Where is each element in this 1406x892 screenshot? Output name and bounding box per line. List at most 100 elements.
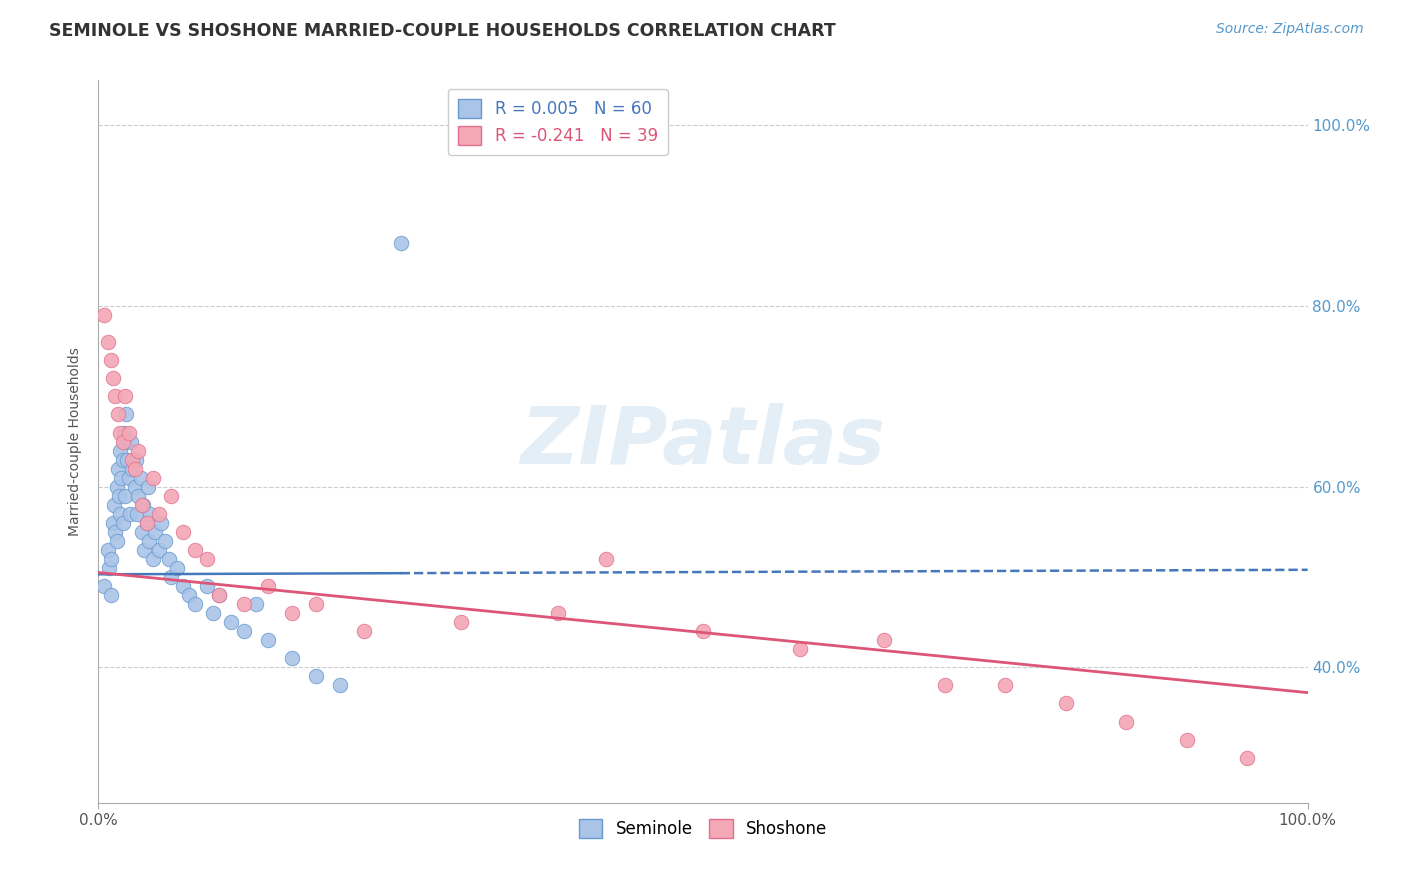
Point bbox=[107, 461, 129, 475]
Point bbox=[114, 489, 136, 503]
Point bbox=[934, 678, 956, 692]
Text: SEMINOLE VS SHOSHONE MARRIED-COUPLE HOUSEHOLDS CORRELATION CHART: SEMINOLE VS SHOSHONE MARRIED-COUPLE HOUS… bbox=[49, 22, 837, 40]
Point bbox=[112, 425, 135, 440]
Point bbox=[195, 579, 218, 593]
Point bbox=[150, 516, 173, 530]
Point bbox=[256, 633, 278, 648]
Point bbox=[873, 633, 896, 648]
Point bbox=[202, 606, 225, 620]
Point bbox=[121, 452, 143, 467]
Point bbox=[135, 516, 157, 530]
Point bbox=[104, 389, 127, 403]
Point bbox=[118, 471, 141, 485]
Point bbox=[108, 489, 131, 503]
Point bbox=[131, 524, 153, 539]
Point bbox=[994, 678, 1017, 692]
Point bbox=[124, 461, 146, 475]
Point bbox=[101, 516, 124, 530]
Point bbox=[166, 561, 188, 575]
Y-axis label: Married-couple Households: Married-couple Households bbox=[69, 347, 83, 536]
Point bbox=[127, 443, 149, 458]
Point bbox=[127, 489, 149, 503]
Point bbox=[136, 480, 159, 494]
Point bbox=[232, 597, 254, 611]
Point bbox=[104, 524, 127, 539]
Point bbox=[1054, 697, 1077, 711]
Point bbox=[111, 452, 134, 467]
Point bbox=[107, 408, 129, 422]
Point bbox=[138, 533, 160, 548]
Point bbox=[120, 434, 142, 449]
Point bbox=[111, 434, 134, 449]
Point bbox=[110, 471, 132, 485]
Point bbox=[105, 480, 128, 494]
Point bbox=[1236, 750, 1258, 764]
Point bbox=[108, 425, 131, 440]
Point bbox=[134, 542, 156, 557]
Point bbox=[121, 461, 143, 475]
Point bbox=[118, 425, 141, 440]
Text: Source: ZipAtlas.com: Source: ZipAtlas.com bbox=[1216, 22, 1364, 37]
Point bbox=[305, 597, 328, 611]
Point bbox=[1115, 714, 1137, 729]
Point bbox=[98, 561, 121, 575]
Point bbox=[256, 579, 278, 593]
Point bbox=[101, 371, 124, 385]
Point bbox=[389, 235, 412, 250]
Point bbox=[114, 389, 136, 403]
Point bbox=[281, 651, 304, 665]
Point bbox=[595, 552, 617, 566]
Point bbox=[184, 597, 207, 611]
Point bbox=[148, 542, 170, 557]
Point bbox=[111, 516, 134, 530]
Point bbox=[93, 308, 115, 322]
Point bbox=[184, 542, 207, 557]
Point bbox=[124, 480, 146, 494]
Point bbox=[97, 335, 120, 350]
Point bbox=[93, 579, 115, 593]
Point bbox=[245, 597, 267, 611]
Point bbox=[1175, 732, 1198, 747]
Point bbox=[135, 516, 157, 530]
Point bbox=[108, 443, 131, 458]
Point bbox=[160, 489, 183, 503]
Point bbox=[100, 588, 122, 602]
Point bbox=[160, 570, 183, 584]
Point bbox=[100, 552, 122, 566]
Point bbox=[103, 498, 125, 512]
Point bbox=[131, 498, 153, 512]
Point bbox=[114, 434, 136, 449]
Legend: Seminole, Shoshone: Seminole, Shoshone bbox=[572, 813, 834, 845]
Point bbox=[100, 353, 122, 368]
Point bbox=[125, 452, 148, 467]
Point bbox=[132, 498, 155, 512]
Point bbox=[208, 588, 231, 602]
Point bbox=[692, 624, 714, 639]
Point bbox=[195, 552, 218, 566]
Point bbox=[142, 471, 165, 485]
Point bbox=[127, 507, 149, 521]
Point bbox=[179, 588, 201, 602]
Point bbox=[789, 642, 811, 657]
Point bbox=[281, 606, 304, 620]
Point bbox=[139, 507, 162, 521]
Point bbox=[97, 542, 120, 557]
Point bbox=[157, 552, 180, 566]
Point bbox=[153, 533, 176, 548]
Point bbox=[232, 624, 254, 639]
Point bbox=[108, 507, 131, 521]
Point bbox=[221, 615, 243, 630]
Point bbox=[353, 624, 375, 639]
Point bbox=[148, 507, 170, 521]
Point bbox=[329, 678, 352, 692]
Point bbox=[547, 606, 569, 620]
Point bbox=[450, 615, 472, 630]
Point bbox=[129, 471, 152, 485]
Point bbox=[305, 669, 328, 683]
Point bbox=[118, 507, 141, 521]
Point bbox=[143, 524, 166, 539]
Point bbox=[115, 408, 138, 422]
Point bbox=[172, 524, 194, 539]
Point bbox=[172, 579, 194, 593]
Point bbox=[208, 588, 231, 602]
